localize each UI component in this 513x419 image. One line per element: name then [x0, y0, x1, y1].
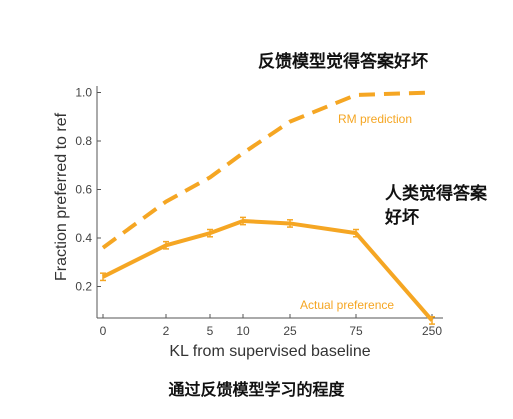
data-point: [240, 216, 246, 226]
x-tick-label: 250: [422, 324, 442, 338]
x-tick-label: 2: [163, 324, 170, 338]
x-tick-label: 25: [283, 324, 297, 338]
data-point: [287, 219, 293, 228]
series-label-actual-preference: Actual preference: [300, 298, 394, 312]
annotation-human: 人类觉得答案好坏: [385, 184, 487, 228]
x-tick-label: 5: [207, 324, 214, 338]
x-axis-title: KL from supervised baseline: [169, 343, 370, 360]
y-tick-label: 0.4: [75, 231, 92, 245]
data-point: [100, 272, 106, 282]
data-point: [353, 228, 359, 238]
y-tick-label: 0.2: [75, 280, 92, 294]
y-tick-label: 1.0: [75, 86, 92, 100]
series-layer: [100, 90, 435, 325]
data-point: [429, 316, 435, 325]
y-axis-title: Fraction preferred to ref: [53, 112, 70, 281]
y-tick-label: 0.6: [75, 183, 92, 197]
y-tick-label: 0.8: [75, 134, 92, 148]
series-line-rm-prediction: [101, 90, 433, 250]
data-point: [163, 240, 169, 250]
annotation-reward-model: 反馈模型觉得答案好坏: [258, 52, 428, 72]
series-label-rm-prediction: RM prediction: [338, 112, 412, 126]
x-tick-label: 0: [100, 324, 107, 338]
data-point: [207, 228, 213, 238]
x-tick-label: 10: [236, 324, 250, 338]
x-tick-label: 75: [349, 324, 363, 338]
chart-caption: 通过反馈模型学习的程度: [168, 380, 345, 399]
x-axis: 0 2 5 10 25 75 250: [97, 314, 443, 338]
y-axis: 0.2 0.4 0.6 0.8 1.0: [75, 86, 101, 318]
